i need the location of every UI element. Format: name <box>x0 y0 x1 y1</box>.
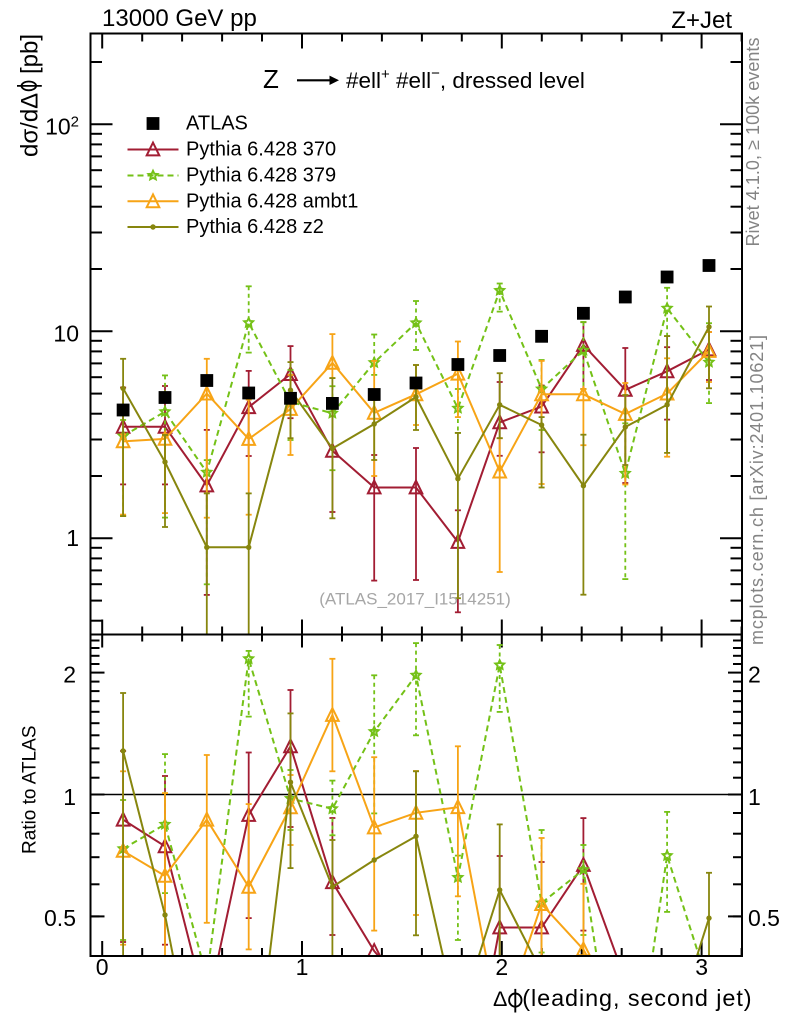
svg-text:2: 2 <box>495 954 508 980</box>
svg-text:Pythia 6.428 370: Pythia 6.428 370 <box>186 139 336 161</box>
svg-text:2: 2 <box>63 662 76 688</box>
svg-text:(ATLAS_2017_I1514251): (ATLAS_2017_I1514251) <box>319 590 511 609</box>
svg-text:Pythia 6.428 ambt1: Pythia 6.428 ambt1 <box>186 190 358 212</box>
svg-text:Ratio to ATLAS: Ratio to ATLAS <box>20 726 41 855</box>
svg-text:[pb]: [pb] <box>17 34 44 74</box>
svg-text:0: 0 <box>96 954 109 980</box>
svg-text:13000 GeV pp: 13000 GeV pp <box>102 5 257 32</box>
svg-text:0.5: 0.5 <box>748 905 780 931</box>
svg-text:2: 2 <box>748 662 761 688</box>
svg-text:1: 1 <box>63 784 76 810</box>
svg-text:(leading, second jet): (leading, second jet) <box>522 985 751 1011</box>
svg-text:Z+Jet: Z+Jet <box>671 7 732 34</box>
svg-text:Z: Z <box>263 64 279 94</box>
svg-text:1: 1 <box>66 525 79 551</box>
svg-text:0.5: 0.5 <box>44 905 76 931</box>
svg-text:1: 1 <box>296 954 309 980</box>
svg-text:3: 3 <box>695 954 708 980</box>
svg-text:dσ/dΔ: dσ/dΔ <box>17 93 44 157</box>
svg-text:1: 1 <box>748 784 761 810</box>
svg-text:Rivet 4.1.0, ≥ 100k events: Rivet 4.1.0, ≥ 100k events <box>743 38 763 247</box>
svg-text:10: 10 <box>53 320 79 346</box>
svg-text:Pythia 6.428 379: Pythia 6.428 379 <box>186 165 336 187</box>
svg-text:Pythia 6.428 z2: Pythia 6.428 z2 <box>186 216 324 238</box>
svg-text:Δ: Δ <box>493 987 507 1011</box>
svg-text:ATLAS: ATLAS <box>186 113 248 135</box>
svg-text:mcplots.cern.ch [arXiv:2401.10: mcplots.cern.ch [arXiv:2401.10621] <box>747 335 767 645</box>
